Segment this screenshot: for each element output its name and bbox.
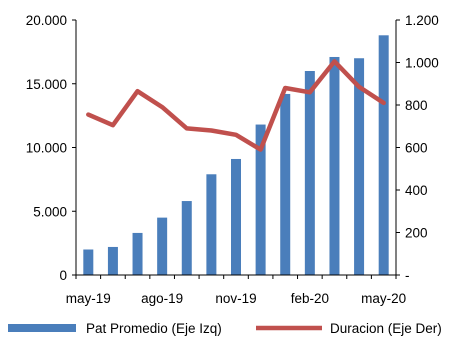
right-tick-label: 400 [405,183,428,198]
bar [132,232,143,275]
bar [206,174,217,275]
line-series [86,59,386,152]
bar [181,201,192,275]
bar [378,35,389,275]
right-tick-label: - [405,268,410,283]
bar-series [83,35,389,275]
x-tick-label: nov-19 [215,291,256,306]
bar [255,124,266,275]
left-tick-label: 0 [59,268,67,283]
right-tick-label: 1.200 [405,13,439,28]
legend-label-line: Duracion (Eje Der) [330,321,442,336]
axes [72,19,400,279]
x-tick-label: may-19 [66,291,111,306]
left-tick-label: 20.000 [26,13,67,28]
right-tick-label: 800 [405,98,428,113]
x-tick-label: ago-19 [141,291,183,306]
bar [354,58,365,275]
bar [280,93,291,275]
left-tick-label: 10.000 [26,141,67,156]
tick-labels: 0 5.000 10.000 15.000 20.000 - 200 400 600 800 1.0… [26,13,439,306]
right-tick-label: 1.000 [405,56,439,71]
x-tick-label: may-20 [361,291,406,306]
legend-label-bar: Pat Promedio (Eje Izq) [86,321,222,336]
bar [329,56,340,275]
duracion-line [86,59,386,152]
legend: Pat Promedio (Eje Izq) Duracion (Eje Der… [8,321,442,336]
legend-swatch-bar [8,324,76,332]
x-tick-label: feb-20 [291,291,329,306]
bar [157,217,168,275]
bar [107,246,118,275]
right-tick-label: 200 [405,226,428,241]
right-tick-label: 600 [405,141,428,156]
bar [83,249,94,275]
left-tick-label: 5.000 [33,204,67,219]
bar [231,158,241,275]
bar [304,71,315,275]
left-tick-label: 15.000 [26,77,67,92]
